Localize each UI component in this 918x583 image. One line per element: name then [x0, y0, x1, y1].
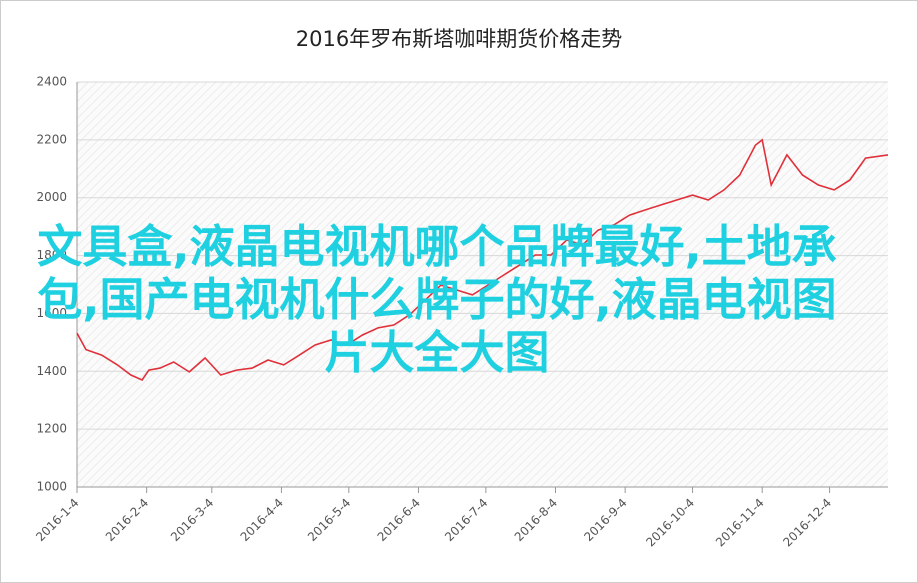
y-tick-label: 2400	[36, 75, 67, 89]
y-tick-label: 2200	[36, 132, 67, 146]
y-tick-label: 1800	[36, 248, 67, 262]
chart-title: 2016年罗布斯塔咖啡期货价格走势	[296, 27, 622, 51]
y-tick-label: 1600	[36, 306, 67, 320]
y-tick-label: 2000	[36, 190, 67, 204]
y-tick-label: 1200	[36, 422, 67, 436]
overlay-text: 文具盒,液晶电视机哪个品牌最好,土地承包,国产电视机什么牌子的好,液晶电视图片大…	[37, 220, 837, 379]
price-line	[76, 138, 889, 382]
y-tick-label: 1000	[36, 480, 67, 494]
y-tick-label: 1400	[36, 364, 67, 378]
